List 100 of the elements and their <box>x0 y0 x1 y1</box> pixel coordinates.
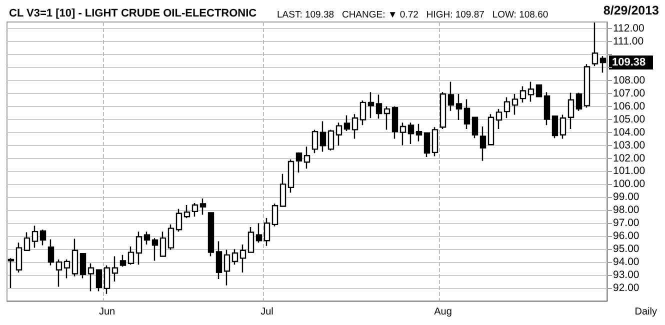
candlestick <box>440 91 446 130</box>
candlestick <box>464 98 470 130</box>
chart-title: CL V3=1 [10] - LIGHT CRUDE OIL-ELECTRONIC <box>9 8 257 20</box>
y-tick-label: 102.00 <box>613 152 646 164</box>
candlestick <box>160 230 166 257</box>
x-tick-label: Jun <box>98 306 116 318</box>
candlestick <box>152 237 158 262</box>
x-tick-label: Jul <box>260 306 274 318</box>
candlestick <box>376 94 382 120</box>
candlestick <box>488 114 494 146</box>
candlestick <box>320 120 326 152</box>
candlestick <box>336 122 342 146</box>
y-tick-label: 94.00 <box>613 256 640 268</box>
candlestick <box>552 115 558 139</box>
candlestick <box>232 248 238 266</box>
y-tick-label: 97.00 <box>613 217 640 230</box>
y-tick-label: 93.00 <box>613 269 640 282</box>
y-tick-label: 95.00 <box>613 243 640 256</box>
candlestick <box>272 203 278 227</box>
candlestick <box>16 242 22 274</box>
candlestick <box>568 92 574 130</box>
candlestick <box>432 126 438 157</box>
y-tick-label: 108.00 <box>613 74 646 86</box>
candlestick <box>472 116 478 139</box>
candlestick <box>208 212 214 257</box>
candlestick <box>424 132 430 158</box>
candlestick <box>136 230 142 266</box>
candlestick <box>40 229 46 246</box>
candlestick <box>520 86 526 104</box>
y-tick-label: 106.00 <box>613 100 646 112</box>
candlestick <box>72 238 78 277</box>
candlestick <box>24 232 30 251</box>
candlestick <box>112 256 118 282</box>
candlestick <box>384 106 390 130</box>
y-tick-label: 105.00 <box>613 113 646 126</box>
candlestick <box>592 22 598 67</box>
candlestick <box>88 262 94 292</box>
candlestick <box>504 96 510 119</box>
y-tick-label: 100.00 <box>613 178 646 190</box>
text: 109.38 <box>612 56 646 68</box>
candlestick <box>584 64 590 108</box>
candlestick <box>192 202 198 218</box>
candlestick <box>480 126 486 162</box>
candlestick <box>120 254 126 268</box>
candlestick <box>176 208 182 232</box>
y-tick-label: 92.00 <box>613 282 640 294</box>
candlestick <box>368 91 374 119</box>
candlestick <box>392 106 398 140</box>
candlestick <box>32 225 38 248</box>
candlestick <box>216 240 222 280</box>
candlestick <box>64 258 70 279</box>
chart-subtitle: LAST: 109.38 CHANGE: ▼ 0.72 HIGH: 109.87 LOW: 108.60 <box>277 10 548 20</box>
candlestick <box>344 114 350 132</box>
candlestick <box>296 152 302 174</box>
y-tick-label: 112.00 <box>613 22 644 34</box>
candlestick <box>240 244 246 274</box>
candlestick <box>184 204 190 219</box>
candlestick <box>8 258 14 289</box>
candlestick <box>304 146 310 170</box>
candlestick <box>560 114 566 140</box>
candlestick <box>352 114 358 140</box>
candlestick <box>48 238 54 266</box>
candlestick <box>496 108 502 130</box>
candlestick <box>512 93 518 116</box>
candlestick <box>544 91 550 126</box>
candlestick <box>256 222 262 244</box>
text: 8/29/2013 <box>603 4 660 18</box>
candlestick <box>104 264 110 294</box>
candlestick <box>80 253 86 279</box>
candlestick <box>312 129 318 154</box>
candlestick <box>416 123 422 142</box>
candlestick <box>448 81 454 112</box>
y-tick-label: 111.00 <box>613 35 644 48</box>
candlestick <box>528 81 534 102</box>
y-tick-label: 101.00 <box>613 165 646 178</box>
candlestick <box>96 269 102 292</box>
candlestick <box>200 198 206 216</box>
candlestick <box>56 258 62 288</box>
y-tick-label: 98.00 <box>613 204 640 216</box>
candlestick <box>600 56 606 74</box>
candlestick <box>224 249 230 286</box>
text: Daily <box>634 306 658 318</box>
candlestick <box>536 84 542 98</box>
candlestick <box>144 230 150 246</box>
candlestick <box>576 92 582 112</box>
candlestick <box>400 122 406 146</box>
y-tick-label: 96.00 <box>613 230 640 242</box>
candlestick <box>288 158 294 194</box>
candlestick <box>168 224 174 250</box>
candlestick <box>360 100 366 126</box>
y-tick-label: 99.00 <box>613 191 640 204</box>
y-tick-label: 103.00 <box>613 139 646 152</box>
candlestick <box>328 129 334 152</box>
candlestick <box>264 217 270 246</box>
candlestick <box>128 246 134 266</box>
candlestick <box>280 173 286 207</box>
candlestick <box>408 122 414 145</box>
candlestick <box>456 93 462 121</box>
candlestick <box>248 226 254 253</box>
x-tick-label: Aug <box>434 306 452 318</box>
